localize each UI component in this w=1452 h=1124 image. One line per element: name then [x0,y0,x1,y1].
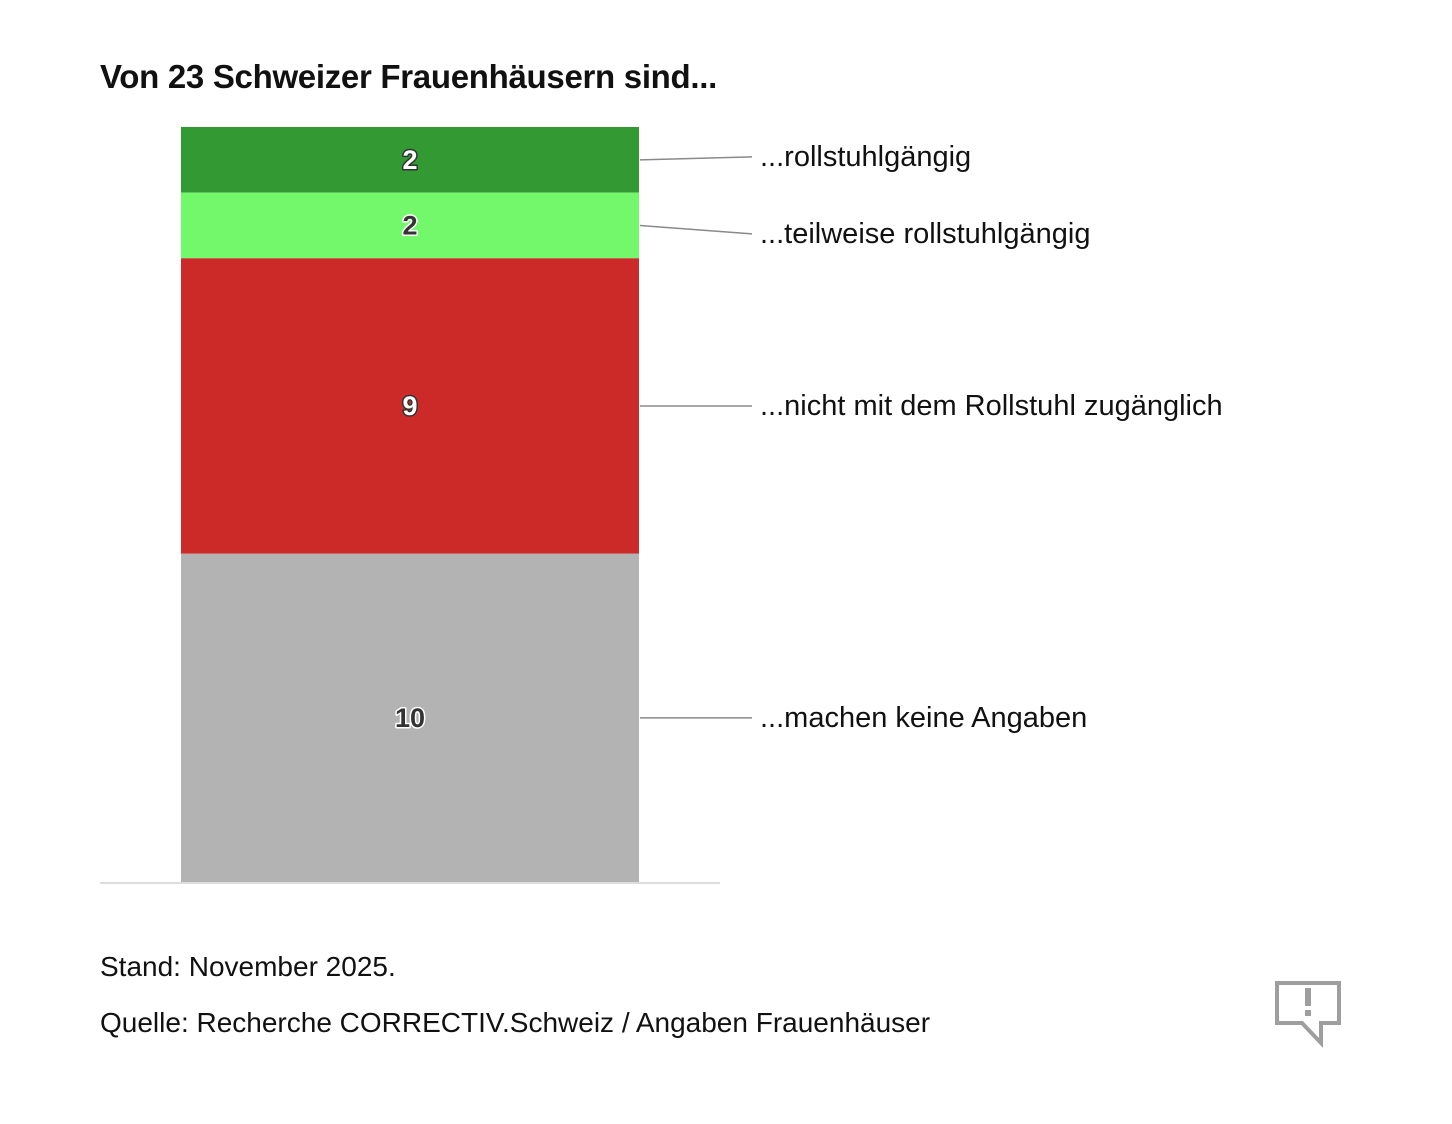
bar-segment-value-4: 10 [395,703,425,733]
bar-segment-value-2: 2 [402,210,417,240]
leader-line-1 [639,156,753,161]
chart-title: Von 23 Schweizer Frauenhäusern sind... [100,58,718,95]
bar-segment-4 [181,553,639,882]
leader-line-2 [639,224,753,235]
bar-segment-1 [181,127,639,193]
series-label-3: ...nicht mit dem Rollstuhl zugänglich [760,390,1223,422]
stacked-bar-chart: 2 2 9 10 ...rollstuhlgängig ...teilweise roll… [100,127,1223,884]
bar-segments: 2 2 9 10 ...rollstuhlgängig ...teilweise roll… [181,127,1223,882]
exclamation-speech-bubble-icon [1275,981,1341,1049]
series-label-2: ...teilweise rollstuhlgängig [760,218,1090,250]
bar-segment-2 [181,192,639,259]
bar-segment-3 [181,258,639,554]
bar-segment-value-3: 9 [402,391,417,421]
stand-note: Stand: November 2025. [100,951,396,982]
series-label-1: ...rollstuhlgängig [760,141,971,173]
series-label-4: ...machen keine Angaben [760,702,1087,734]
bar-segment-value-1: 2 [402,145,417,175]
source-note: Quelle: Recherche CORRECTIV.Schweiz / An… [100,1007,931,1038]
